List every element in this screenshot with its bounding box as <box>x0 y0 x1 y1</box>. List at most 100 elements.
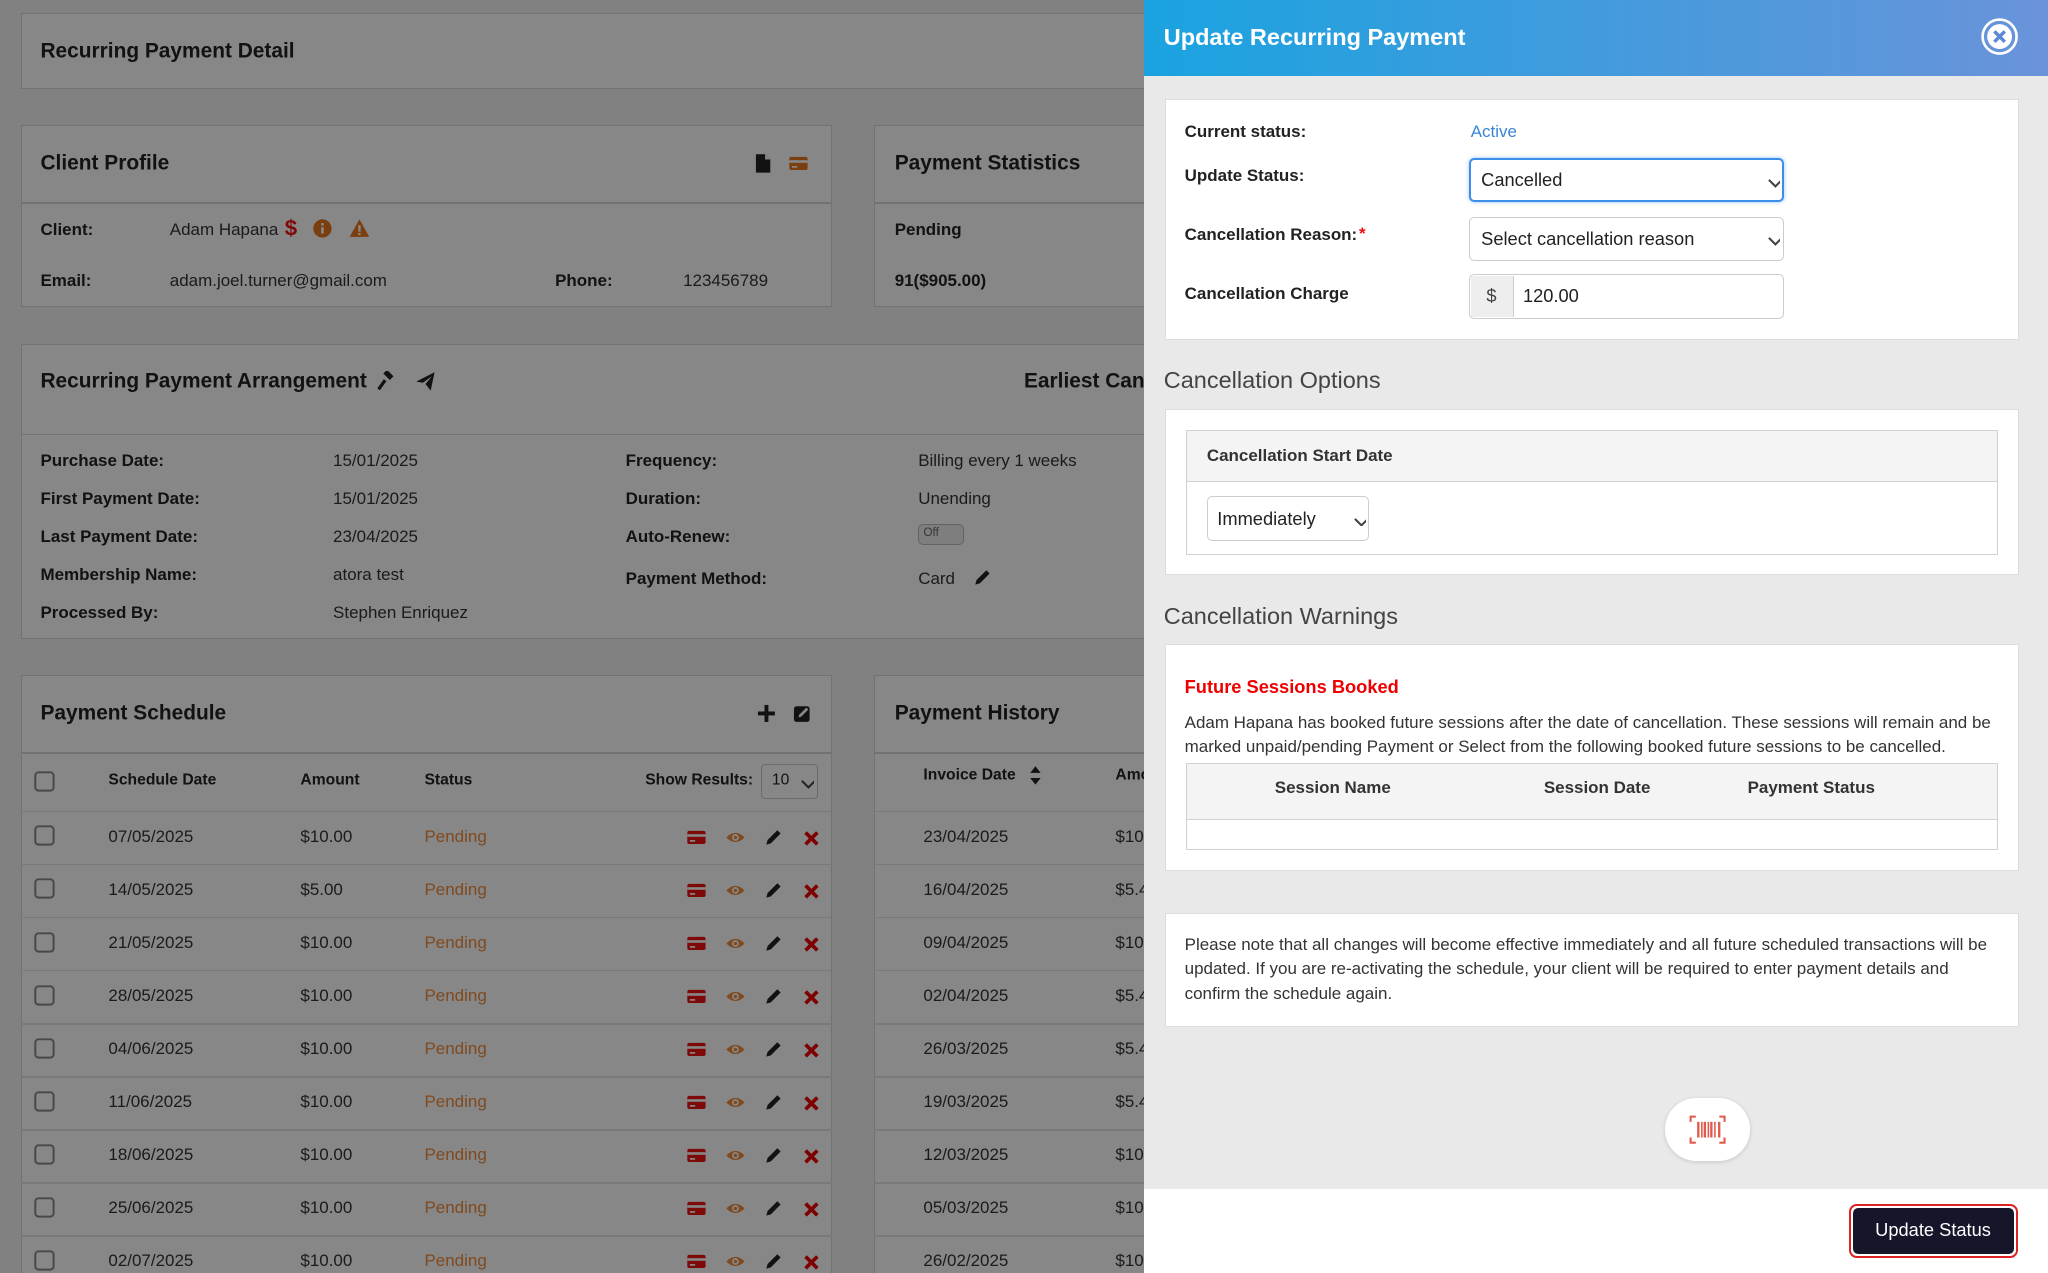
delete-icon[interactable] <box>801 828 819 846</box>
results-select[interactable] <box>761 764 818 800</box>
currency: $ <box>1486 285 1497 307</box>
checkbox[interactable] <box>34 1250 58 1273</box>
barcode-icon-part <box>1703 1121 1706 1138</box>
delete-icon[interactable] <box>801 987 819 1005</box>
pay-icon[interactable] <box>686 1198 710 1219</box>
edit-icon[interactable] <box>763 933 784 954</box>
checkbox-part <box>34 878 55 900</box>
start-date-select[interactable] <box>1206 496 1369 541</box>
chevron <box>1353 517 1367 527</box>
view-icon[interactable] <box>725 1198 749 1219</box>
edit-icon[interactable] <box>763 1198 784 1219</box>
checkbox[interactable] <box>34 931 58 956</box>
pay-icon[interactable] <box>686 986 710 1007</box>
status-select[interactable] <box>1469 158 1785 203</box>
pay-icon[interactable] <box>686 1251 710 1272</box>
edit-icon[interactable] <box>763 1039 784 1060</box>
row-divider <box>20 1076 832 1078</box>
pay-icon[interactable] <box>686 1145 710 1166</box>
toggle[interactable] <box>918 523 964 545</box>
checkbox[interactable] <box>34 1037 58 1062</box>
status-cell: Pending <box>424 1092 487 1112</box>
card-icon[interactable] <box>788 153 812 174</box>
submit-button[interactable] <box>1853 1208 2015 1254</box>
pay-icon-part <box>687 1205 706 1208</box>
gavel-icon[interactable] <box>376 370 397 392</box>
gavel-icon-part <box>383 370 394 380</box>
pay-icon-part <box>689 1104 695 1107</box>
edit-icon[interactable] <box>763 1251 784 1272</box>
view-icon[interactable] <box>725 827 749 848</box>
card-icon-part <box>791 165 797 168</box>
delete-icon-part <box>803 1043 819 1058</box>
delete-icon[interactable] <box>801 1093 819 1111</box>
cell: 16/04/2025 <box>923 880 1009 900</box>
view-icon[interactable] <box>725 1145 749 1166</box>
bulk-edit-icon-part <box>798 707 808 718</box>
pay-icon[interactable] <box>686 1092 710 1113</box>
status-cell: Pending <box>424 880 487 900</box>
edit-icon-part <box>766 883 781 898</box>
cell: 26/03/2025 <box>923 1039 1009 1059</box>
delete-icon[interactable] <box>801 881 819 899</box>
checkbox[interactable] <box>34 1090 58 1115</box>
view-icon[interactable] <box>725 1092 749 1113</box>
row-divider <box>20 1023 832 1025</box>
bulk-edit-icon[interactable] <box>792 703 813 724</box>
pay-icon-part <box>687 1046 706 1049</box>
warning-icon[interactable] <box>349 218 370 239</box>
pay-icon[interactable] <box>686 827 710 848</box>
pay-icon[interactable] <box>686 880 710 901</box>
send-icon-part <box>416 372 435 391</box>
pay-icon-part <box>689 998 695 1001</box>
checkbox[interactable] <box>34 878 58 902</box>
edit-icon-part <box>766 1254 781 1269</box>
edit-icon-part <box>766 1042 781 1057</box>
add-icon[interactable] <box>756 703 777 724</box>
view-icon-part <box>733 888 738 892</box>
edit-icon-part <box>766 936 781 951</box>
cell: 26/02/2025 <box>923 1251 1009 1271</box>
edit-icon[interactable] <box>763 1145 784 1166</box>
checkbox[interactable] <box>34 984 58 1009</box>
sort-icon[interactable] <box>1025 765 1041 786</box>
submit-label[interactable]: Update Status <box>1875 1219 1991 1241</box>
add-icon-part <box>758 711 776 716</box>
edit-icon[interactable] <box>763 1092 784 1113</box>
checkbox[interactable] <box>34 825 58 849</box>
edit-icon[interactable] <box>763 880 784 901</box>
edit-icon[interactable] <box>763 986 784 1007</box>
send-icon[interactable] <box>415 371 436 392</box>
status-cell: Pending <box>424 933 487 953</box>
view-icon[interactable] <box>725 986 749 1007</box>
delete-icon[interactable] <box>801 1199 819 1217</box>
delete-icon[interactable] <box>801 934 819 952</box>
document-icon[interactable] <box>752 153 773 174</box>
info-icon[interactable] <box>312 218 333 239</box>
pay-icon[interactable] <box>686 933 710 954</box>
edit-method-icon[interactable] <box>972 567 993 588</box>
view-icon[interactable] <box>725 1251 749 1272</box>
page-title: Recurring Payment Detail <box>40 39 295 63</box>
delete-icon[interactable] <box>801 1252 819 1270</box>
checkbox[interactable] <box>34 1143 58 1168</box>
view-icon[interactable] <box>725 880 749 901</box>
reason-select[interactable] <box>1469 216 1785 262</box>
checkbox-part <box>34 1090 55 1112</box>
delete-icon[interactable] <box>801 1146 819 1164</box>
cell: $10.00 <box>300 1251 353 1271</box>
edit-icon[interactable] <box>763 827 784 848</box>
checkbox[interactable] <box>34 1196 58 1221</box>
pay-icon[interactable] <box>686 1039 710 1060</box>
view-icon[interactable] <box>725 1039 749 1060</box>
delete-icon[interactable] <box>801 1040 819 1058</box>
delete-icon-part <box>803 937 819 952</box>
checkbox-part <box>34 825 55 847</box>
view-icon-part <box>733 941 738 945</box>
charge-input[interactable] <box>1469 274 1785 319</box>
edit-icon-part <box>766 989 781 1004</box>
view-icon[interactable] <box>725 933 749 954</box>
checkbox[interactable] <box>34 770 58 795</box>
cell: 14/05/2025 <box>108 880 194 900</box>
close-button[interactable] <box>1980 17 2019 56</box>
